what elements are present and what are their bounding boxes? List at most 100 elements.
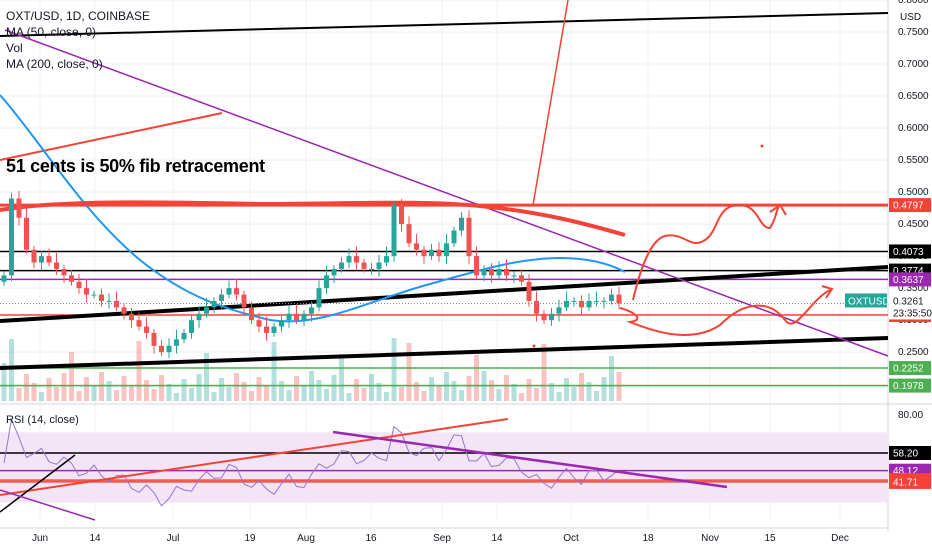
price-tick-label: 0.3500 xyxy=(898,283,929,294)
time-tick-label: Sep xyxy=(433,533,451,544)
candle-body xyxy=(226,288,232,295)
volume-bar xyxy=(151,389,157,401)
volume-bar xyxy=(436,386,442,401)
volume-bar xyxy=(249,391,254,401)
volume-bar xyxy=(556,392,562,401)
price-tag-label: 0.3774 xyxy=(893,266,924,277)
rsi-tick-label: 80.00 xyxy=(898,410,923,421)
volume-bar xyxy=(211,392,217,401)
volume-bar xyxy=(391,338,397,401)
candle-body xyxy=(279,320,284,327)
price-tick-label: 0.2500 xyxy=(898,347,929,358)
volume-bar xyxy=(189,388,194,401)
time-tick-label: 16 xyxy=(365,533,377,544)
price-tag-label: 0.1978 xyxy=(893,381,924,392)
volume-bar xyxy=(121,376,127,401)
indicator-ma200[interactable]: MA (200, close, 0) xyxy=(6,57,103,71)
volume-bar xyxy=(54,387,59,401)
volume-bar xyxy=(406,343,412,401)
volume-bar xyxy=(346,393,352,401)
volume-bar xyxy=(174,393,179,401)
candle-body xyxy=(414,243,419,250)
last-price-symbol: OXTUSD xyxy=(848,296,890,307)
volume-bar xyxy=(324,389,329,401)
candle-body xyxy=(174,339,179,346)
candle-body xyxy=(61,268,67,276)
fib-annotation: 51 cents is 50% fib retracement xyxy=(6,156,265,176)
volume-bar xyxy=(271,342,277,401)
volume-bar xyxy=(474,355,479,401)
candle-body xyxy=(76,281,82,289)
candle-body xyxy=(114,300,119,308)
candle-body xyxy=(526,281,532,301)
volume-bar xyxy=(376,383,382,401)
candle-body xyxy=(436,249,442,257)
grid xyxy=(0,0,888,520)
volume-bar xyxy=(301,385,307,401)
volume-bar xyxy=(234,373,239,401)
indicator-volume[interactable]: Vol xyxy=(6,41,23,55)
volume-bar xyxy=(451,381,457,401)
candles xyxy=(1,190,622,358)
candle-body xyxy=(609,294,614,301)
candle-body xyxy=(129,313,134,321)
volume-bar xyxy=(76,391,82,401)
price-tag-bg xyxy=(889,272,931,287)
symbol-title: OXT/USD, 1D, COINBASE xyxy=(6,9,151,23)
indicator-ma50[interactable]: MA (50, close, 0) xyxy=(6,25,97,39)
trendline-red xyxy=(0,112,223,161)
volume-bar xyxy=(414,382,419,401)
volume-bar xyxy=(541,344,547,401)
volume-bar xyxy=(511,384,517,401)
candle-body xyxy=(376,262,382,269)
candle-body xyxy=(211,300,217,308)
rsi-trend-red xyxy=(0,418,509,496)
candle-body xyxy=(549,313,554,321)
moving-averages xyxy=(0,94,626,323)
trendline-purple xyxy=(4,29,889,357)
volume-bar xyxy=(129,385,134,401)
candle-body xyxy=(286,313,292,321)
rsi-legend[interactable]: RSI (14, close) xyxy=(6,414,79,426)
candle-body xyxy=(346,256,352,263)
ma200-line xyxy=(0,200,626,237)
candle-body xyxy=(9,198,14,276)
volume-bar xyxy=(519,393,524,401)
volume-bar xyxy=(106,381,112,401)
volume-bar xyxy=(39,392,44,401)
candle-body xyxy=(166,345,172,353)
last-price-bg xyxy=(889,293,931,320)
volume-bar xyxy=(136,341,142,401)
rsi-band xyxy=(0,432,888,503)
candle-body xyxy=(249,307,254,321)
volume-bar xyxy=(384,392,389,401)
volume-bar xyxy=(84,377,89,401)
candle-body xyxy=(594,300,599,302)
price-tag-label: 0.3637 xyxy=(893,275,924,286)
volume-bar xyxy=(99,372,104,401)
candle-body xyxy=(301,313,307,321)
price-tag-label: 0.4797 xyxy=(893,201,924,212)
candle-body xyxy=(579,300,584,308)
candle-body xyxy=(369,268,374,270)
time-tick-label: Aug xyxy=(297,533,315,544)
volume-bar xyxy=(339,354,344,401)
candle-body xyxy=(466,217,472,257)
volume-bar xyxy=(444,372,449,401)
projection-arrow-right xyxy=(821,285,834,299)
candle-body xyxy=(504,268,509,276)
candle-body xyxy=(54,262,59,269)
volume-bar xyxy=(256,377,262,401)
candle-body xyxy=(121,307,127,314)
candle-body xyxy=(106,300,112,302)
volume-bar xyxy=(421,391,427,401)
volume-bar xyxy=(526,379,532,401)
projection-drawings xyxy=(532,144,834,348)
volume-bar xyxy=(459,390,464,401)
volume-bar xyxy=(369,374,374,401)
price-tag-bg xyxy=(889,378,931,393)
price-tick-label: 0.6000 xyxy=(898,123,929,134)
candle-body xyxy=(316,288,322,308)
